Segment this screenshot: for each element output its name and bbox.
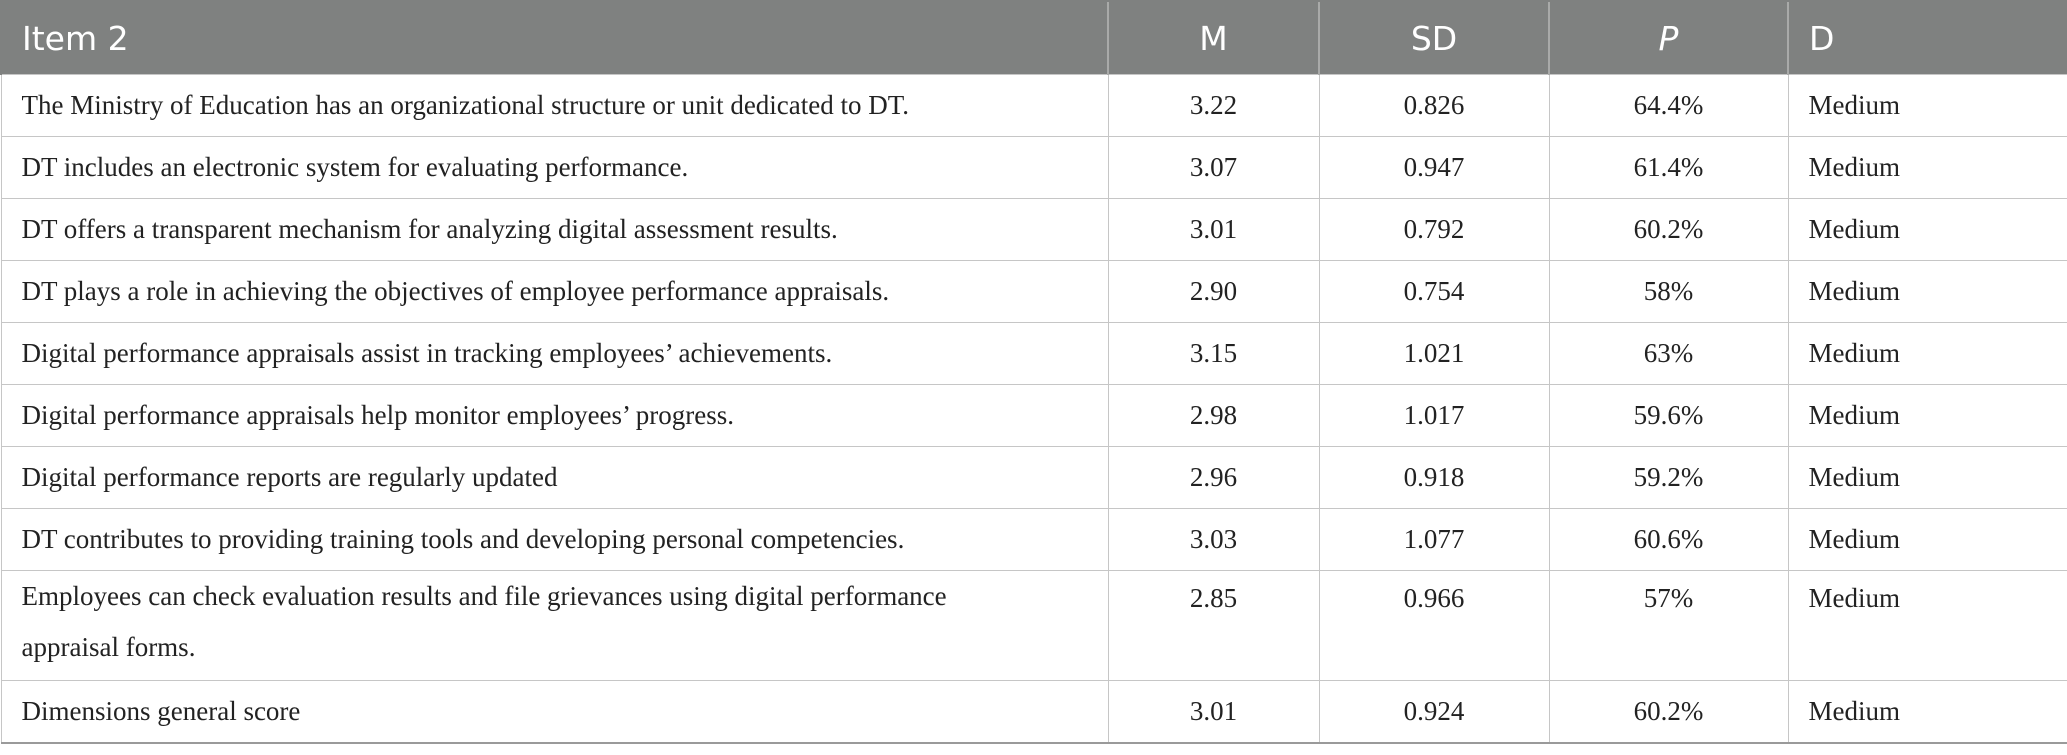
cell-sd: 0.826 <box>1318 74 1549 137</box>
cell-sd: 0.924 <box>1318 680 1549 743</box>
cell-degree: Medium <box>1787 446 2067 509</box>
cell-item: DT contributes to providing training too… <box>0 508 1108 571</box>
cell-item: DT offers a transparent mechanism for an… <box>0 198 1108 261</box>
cell-percentage: 60.2% <box>1548 680 1788 743</box>
cell-percentage: 59.2% <box>1548 446 1788 509</box>
header-percentage: P <box>1548 0 1788 75</box>
cell-percentage: 64.4% <box>1548 74 1788 137</box>
cell-sd: 0.792 <box>1318 198 1549 261</box>
header-mean: M <box>1107 0 1319 75</box>
cell-degree: Medium <box>1787 384 2067 447</box>
cell-sd: 0.947 <box>1318 136 1549 199</box>
cell-mean: 3.01 <box>1107 198 1319 261</box>
cell-item: Digital performance appraisals assist in… <box>0 322 1108 385</box>
table-row: DT offers a transparent mechanism for an… <box>0 198 2067 261</box>
cell-item: Digital performance reports are regularl… <box>0 446 1108 509</box>
cell-mean: 2.85 <box>1107 570 1319 681</box>
cell-percentage: 61.4% <box>1548 136 1788 199</box>
cell-mean: 3.22 <box>1107 74 1319 137</box>
cell-sd: 1.021 <box>1318 322 1549 385</box>
cell-mean: 2.96 <box>1107 446 1319 509</box>
cell-degree: Medium <box>1787 198 2067 261</box>
cell-sd: 0.754 <box>1318 260 1549 323</box>
cell-degree: Medium <box>1787 136 2067 199</box>
cell-sd: 0.966 <box>1318 570 1549 681</box>
cell-mean: 3.15 <box>1107 322 1319 385</box>
cell-sd: 0.918 <box>1318 446 1549 509</box>
table-row-summary: Dimensions general score 3.01 0.924 60.2… <box>0 680 2067 743</box>
table-row: Employees can check evaluation results a… <box>0 570 2067 681</box>
table-row: Digital performance appraisals help moni… <box>0 384 2067 447</box>
cell-percentage: 60.6% <box>1548 508 1788 571</box>
header-item: Item 2 <box>0 0 1108 75</box>
cell-degree: Medium <box>1787 260 2067 323</box>
table-row: Digital performance reports are regularl… <box>0 446 2067 509</box>
table-row: DT contributes to providing training too… <box>0 508 2067 571</box>
cell-mean: 3.03 <box>1107 508 1319 571</box>
cell-item: Dimensions general score <box>0 680 1108 743</box>
table-header-row: Item 2 M SD P D <box>0 0 2067 75</box>
cell-sd: 1.017 <box>1318 384 1549 447</box>
cell-degree: Medium <box>1787 508 2067 571</box>
cell-sd: 1.077 <box>1318 508 1549 571</box>
cell-item: DT plays a role in achieving the objecti… <box>0 260 1108 323</box>
table-row: DT plays a role in achieving the objecti… <box>0 260 2067 323</box>
table-row: The Ministry of Education has an organiz… <box>0 74 2067 137</box>
cell-degree: Medium <box>1787 570 2067 681</box>
cell-percentage: 58% <box>1548 260 1788 323</box>
header-sd: SD <box>1318 0 1549 75</box>
cell-degree: Medium <box>1787 680 2067 743</box>
cell-item: DT includes an electronic system for eva… <box>0 136 1108 199</box>
cell-mean: 3.07 <box>1107 136 1319 199</box>
cell-item: The Ministry of Education has an organiz… <box>0 74 1108 137</box>
cell-percentage: 57% <box>1548 570 1788 681</box>
cell-degree: Medium <box>1787 322 2067 385</box>
table-row: Digital performance appraisals assist in… <box>0 322 2067 385</box>
cell-percentage: 63% <box>1548 322 1788 385</box>
cell-item: Digital performance appraisals help moni… <box>0 384 1108 447</box>
cell-percentage: 60.2% <box>1548 198 1788 261</box>
cell-degree: Medium <box>1787 74 2067 137</box>
cell-mean: 2.98 <box>1107 384 1319 447</box>
header-degree: D <box>1787 0 2067 75</box>
table-row: DT includes an electronic system for eva… <box>0 136 2067 199</box>
cell-percentage: 59.6% <box>1548 384 1788 447</box>
cell-mean: 2.90 <box>1107 260 1319 323</box>
cell-mean: 3.01 <box>1107 680 1319 743</box>
cell-item: Employees can check evaluation results a… <box>0 570 1108 681</box>
